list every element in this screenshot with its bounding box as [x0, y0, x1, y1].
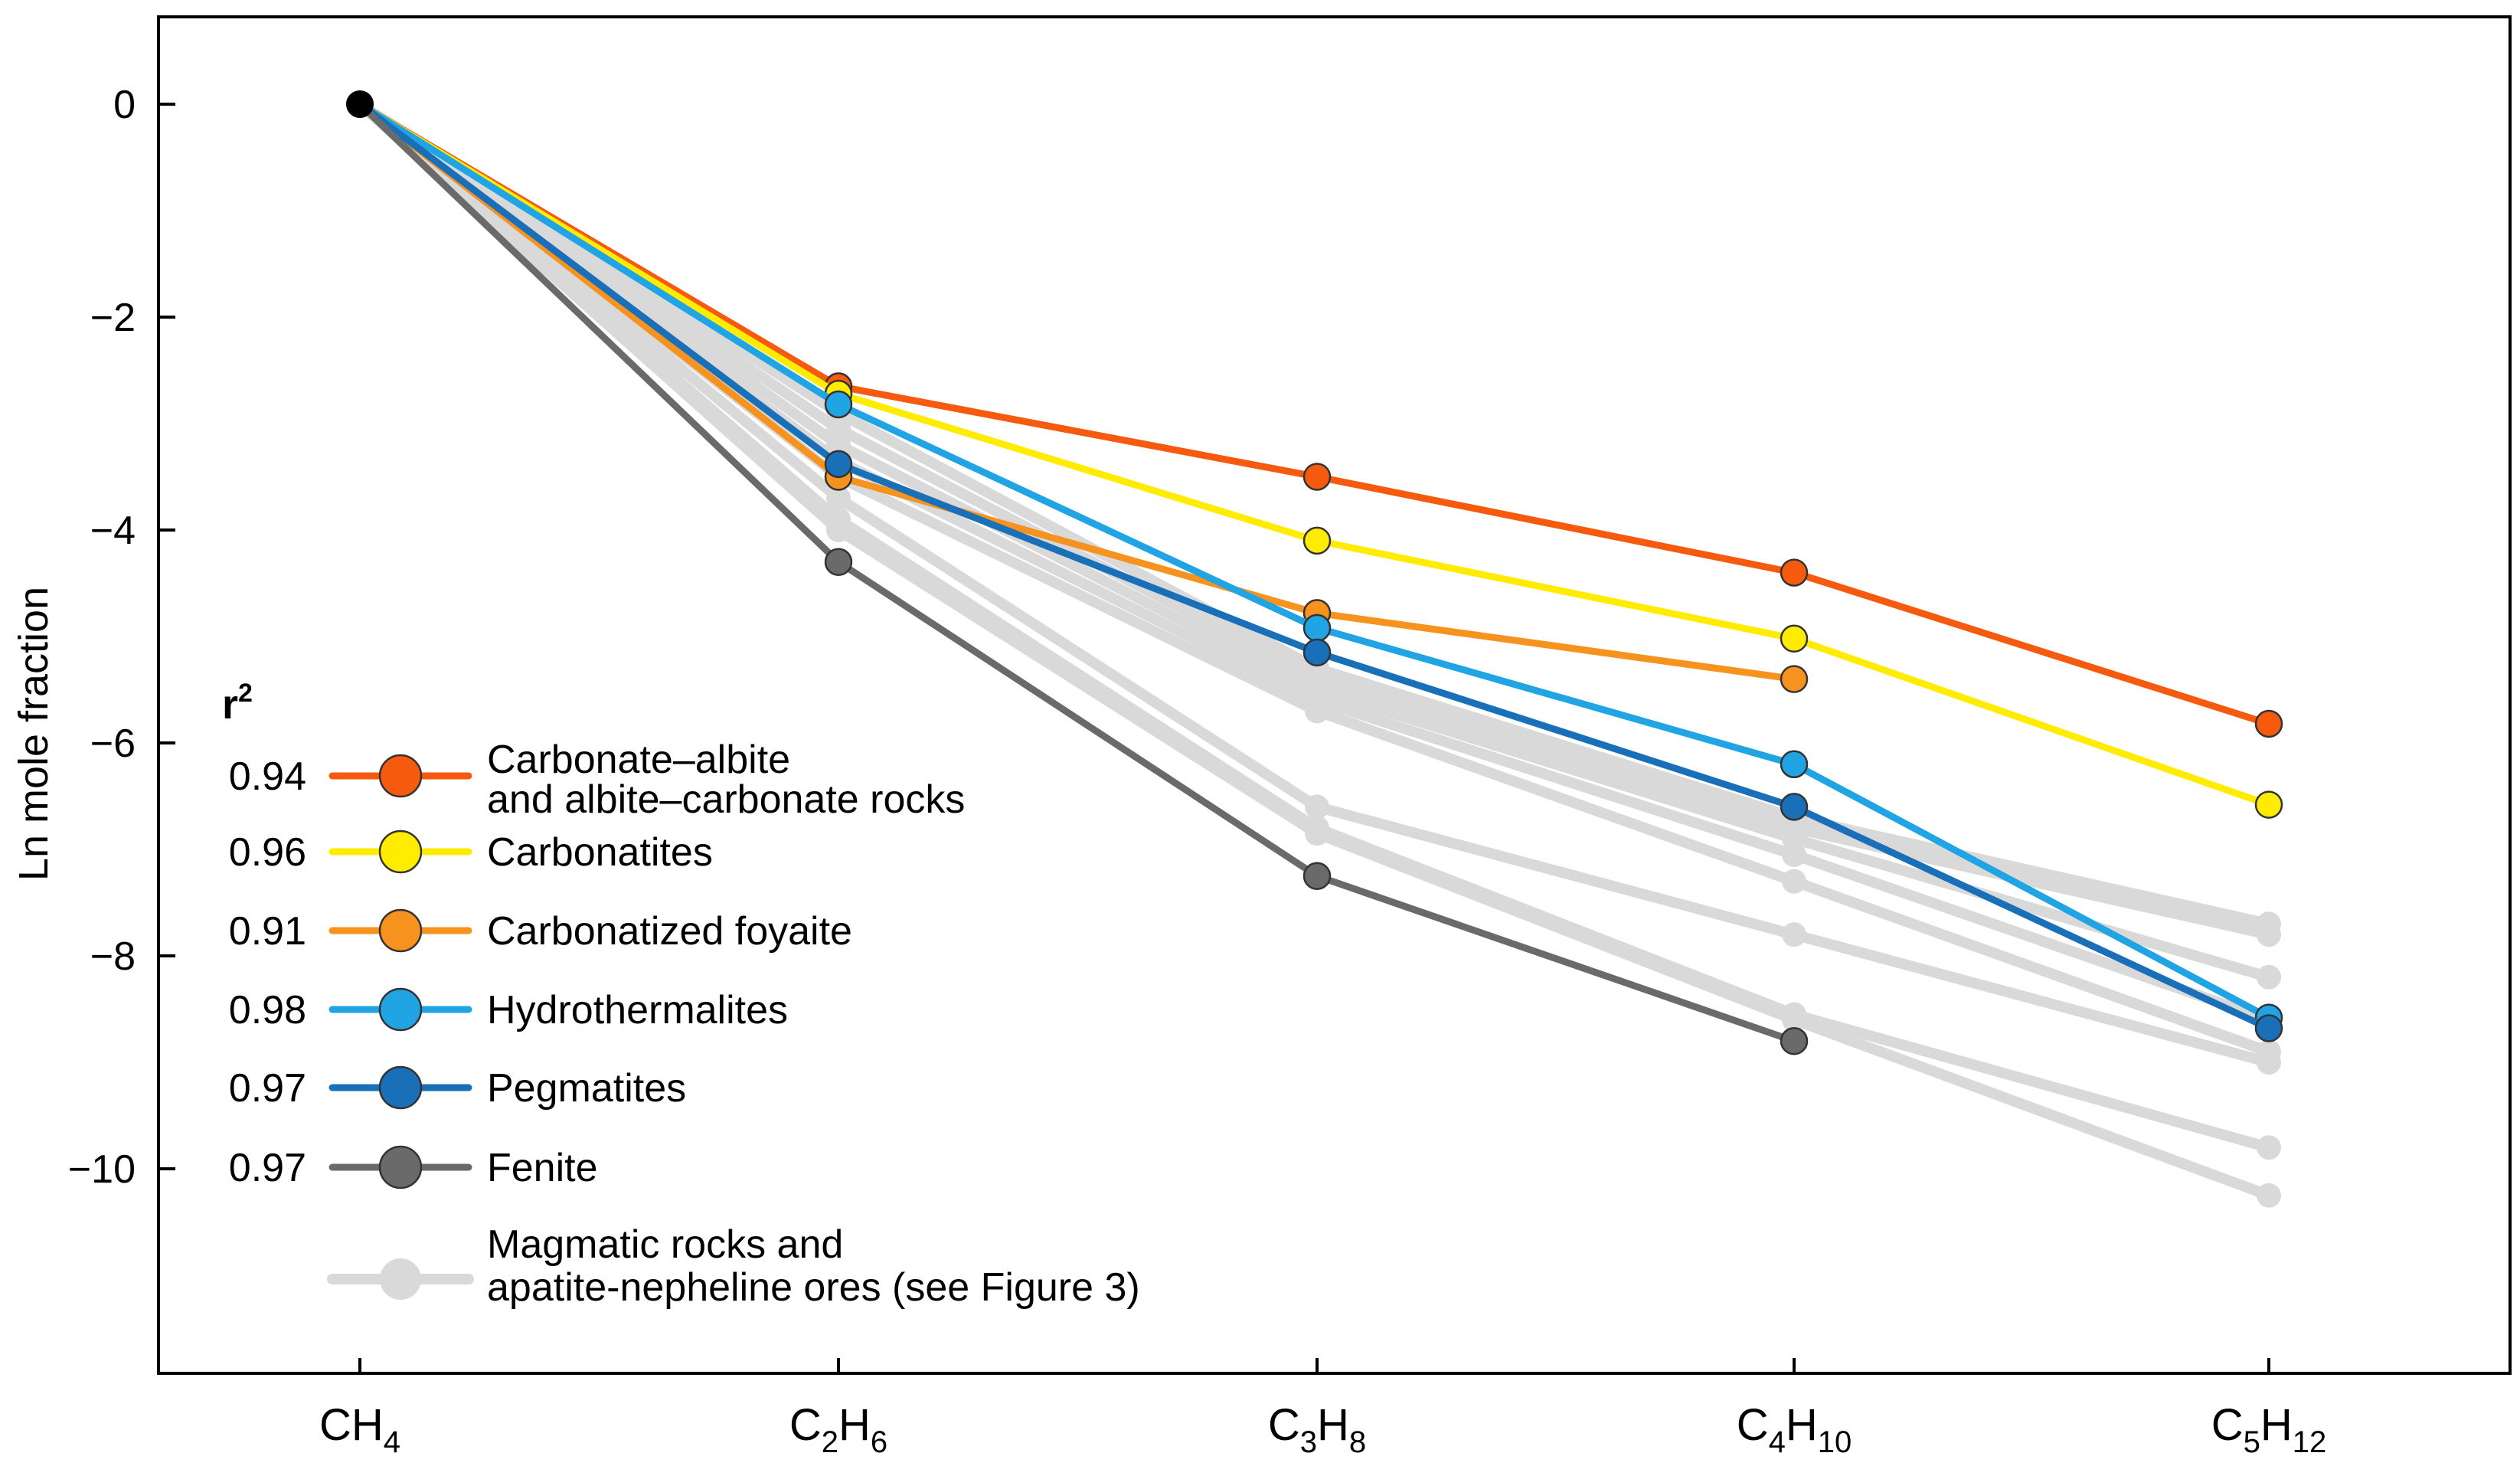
x-tick-label-part: H [2260, 1400, 2293, 1450]
x-tick-label-part: C [1268, 1400, 1300, 1450]
y-tick-label: −8 [90, 934, 136, 979]
series-carbonate-albite-and-albite-carbonate-rocks-point [1302, 463, 1332, 491]
background-series-8-point [826, 518, 851, 542]
x-tick-label-part: C [2211, 1400, 2244, 1450]
series-carbonatites-point [1302, 526, 1332, 555]
series-carbonatites-point [1780, 624, 1809, 653]
series-hydrothermalites-point [824, 390, 853, 419]
y-tick-label: −10 [68, 1147, 136, 1192]
series-pegmatites-point [2254, 1014, 2283, 1042]
legend-swatch-marker [378, 908, 423, 953]
plot-area-border [157, 15, 2512, 1375]
origin-point [346, 90, 374, 118]
y-tick-label: −2 [90, 296, 136, 340]
background-series-6-point [1305, 794, 1329, 820]
series-pegmatites-point [824, 450, 853, 479]
legend-r2-value: 0.96 [229, 830, 306, 875]
background-series-6-point [1782, 922, 1806, 947]
background-series-6-point [826, 486, 851, 511]
legend-swatch-marker [378, 1145, 423, 1189]
background-series-7-point [2257, 1135, 2281, 1160]
series-hydrothermalites-point [1302, 614, 1332, 643]
series-carbonate-albite-and-albite-carbonate-rocks-point [2254, 709, 2283, 738]
x-tick-label-ch4: CH4 [319, 1400, 400, 1459]
legend-header-superscript: 2 [238, 679, 253, 708]
x-tick-label-part: H [1786, 1400, 1818, 1450]
x-tick-label-subscript: 4 [1769, 1425, 1786, 1459]
legend-r2-value: 0.98 [229, 988, 306, 1032]
plot-frame [157, 15, 2512, 1375]
x-tick-label-c2h6: C2H6 [789, 1400, 887, 1459]
x-tick-label-subscript: 4 [384, 1425, 400, 1459]
x-tick-label-subscript: 6 [871, 1425, 887, 1459]
x-tick-label-part: CH [319, 1400, 384, 1450]
series-hydrothermalites-point [1780, 750, 1809, 779]
background-series-3-point [2257, 964, 2281, 990]
y-tick-label: −4 [90, 509, 136, 553]
legend-label-line: Carbonate–albite [487, 738, 790, 782]
legend-label: Hydrothermalites [487, 988, 788, 1032]
x-tick-label-subscript: 2 [822, 1425, 838, 1459]
x-tick-label-c5h12: C5H12 [2211, 1400, 2327, 1459]
series-fenite-line [356, 100, 1798, 1045]
x-tick-label-subscript: 12 [2293, 1425, 2327, 1459]
x-tick-label-subscript: 5 [2244, 1425, 2260, 1459]
background-series-2-point [2257, 922, 2281, 947]
y-axis-title: Ln mole fraction [11, 587, 57, 881]
legend-header: r2 [222, 679, 253, 728]
x-tick-label-c4h10: C4H10 [1737, 1400, 1852, 1459]
series-carbonate-albite-and-albite-carbonate-rocks-point [1780, 558, 1809, 587]
series-carbonatites-point [2254, 790, 2283, 819]
x-tick-label-c3h8: C3H8 [1268, 1400, 1366, 1459]
background-series-5-point [1305, 699, 1329, 724]
main-series-group [346, 90, 2283, 1055]
x-tick-label-subscript: 8 [1349, 1425, 1366, 1459]
x-tick-label-part: H [1317, 1400, 1349, 1450]
legend-label: Pegmatites [487, 1066, 686, 1111]
x-tick-label-subscript: 10 [1818, 1425, 1852, 1459]
series-fenite-point [1780, 1026, 1809, 1055]
background-series-6-point [2257, 1050, 2281, 1075]
series-fenite-point [1302, 862, 1332, 890]
legend-label-line: Magmatic rocks and [487, 1222, 843, 1267]
legend-r2-value: 0.97 [229, 1146, 306, 1190]
background-series-4-point [1782, 842, 1806, 867]
series-pegmatites-point [1302, 638, 1332, 667]
legend-r2-value: 0.94 [229, 754, 306, 799]
series-carbonatized-foyaite-line [356, 100, 1798, 683]
legend-label-line: apatite-nepheline ores (see Figure 3) [487, 1265, 1140, 1310]
series-carbonatized-foyaite-point [1780, 665, 1809, 693]
series-pegmatites-point [1780, 793, 1809, 821]
y-axis: 0 −2 −4 −6 −8 −10 [68, 83, 175, 1192]
x-tick-label-subscript: 3 [1300, 1425, 1317, 1459]
legend-r2-value: 0.91 [229, 909, 306, 954]
background-series-5-point [1782, 869, 1806, 894]
legend-swatch-marker [378, 1065, 423, 1110]
x-tick-label-part: C [1737, 1400, 1769, 1450]
legend-swatch-marker [380, 1258, 421, 1300]
background-series-8-point [1782, 1007, 1806, 1032]
legend-label: Carbonatized foyaite [487, 909, 852, 954]
x-axis: CH4 C2H6 C3H8 C4H10 C5H12 [319, 1358, 2326, 1459]
background-series-8-point [1305, 821, 1329, 846]
legend-swatch-marker [378, 754, 423, 798]
legend-label-line: and albite–carbonate rocks [487, 777, 965, 822]
series-fenite-point [824, 548, 853, 576]
legend-r2-value: 0.97 [229, 1066, 306, 1111]
y-axis-title-group: Ln mole fraction [11, 587, 57, 881]
legend-label: Carbonatites [487, 830, 713, 875]
legend-swatch-marker [378, 987, 423, 1032]
y-tick-label: −6 [90, 722, 136, 766]
x-tick-label-part: C [789, 1400, 822, 1450]
background-series-8-point [2257, 1183, 2281, 1208]
legend-label: Fenite [487, 1146, 598, 1190]
legend-swatch-marker [378, 829, 423, 874]
x-tick-label-part: H [838, 1400, 871, 1450]
y-tick-label: 0 [113, 83, 136, 127]
